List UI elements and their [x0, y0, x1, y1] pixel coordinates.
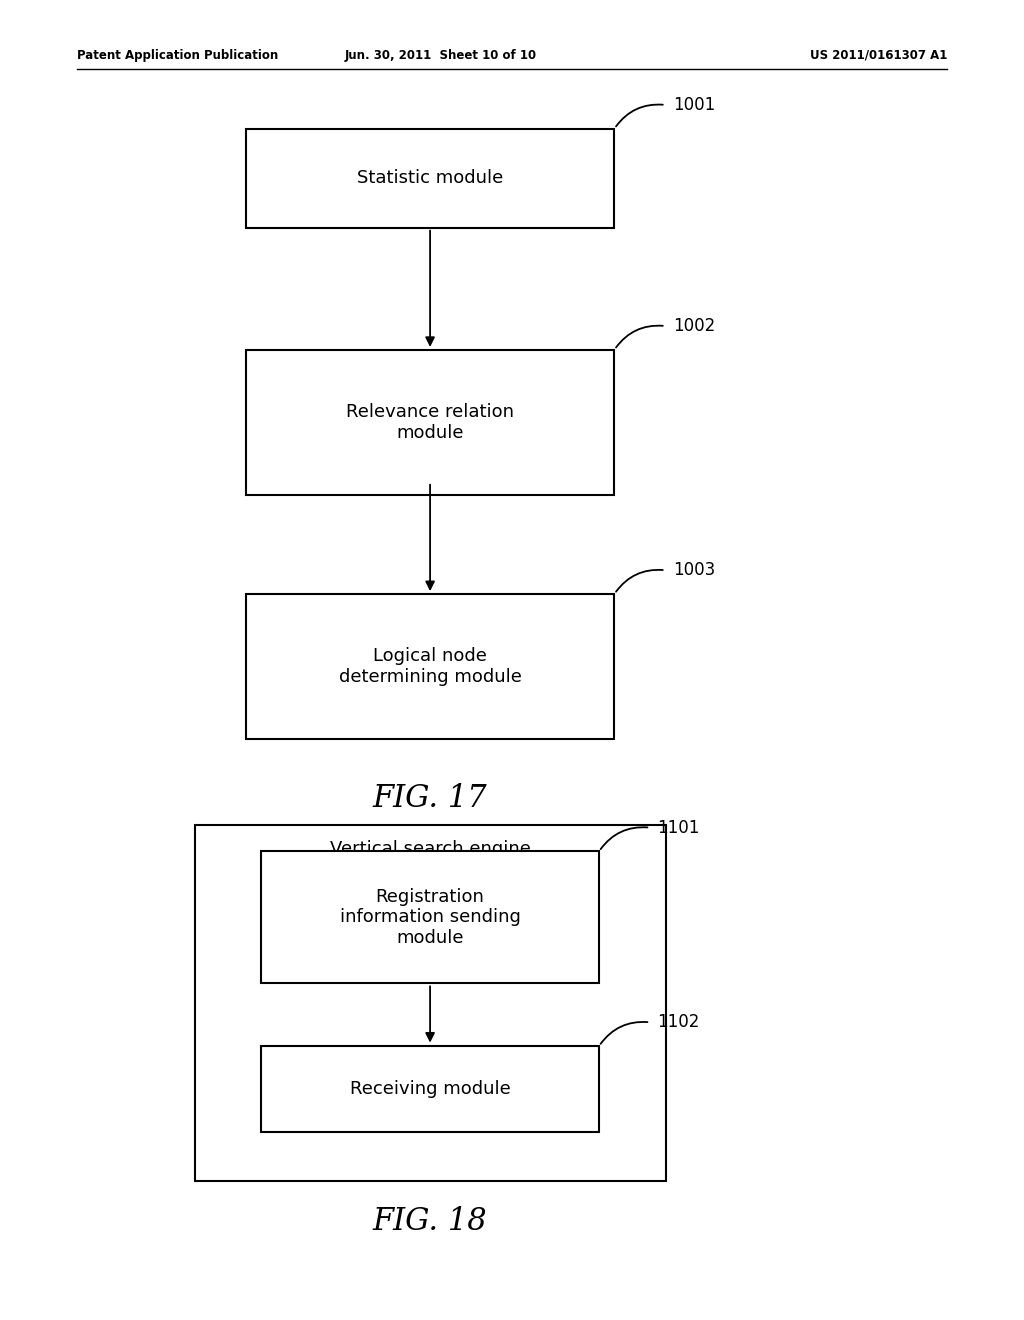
Text: Registration
information sending
module: Registration information sending module	[340, 887, 520, 948]
Text: Logical node
determining module: Logical node determining module	[339, 647, 521, 686]
Text: Jun. 30, 2011  Sheet 10 of 10: Jun. 30, 2011 Sheet 10 of 10	[344, 49, 537, 62]
Text: US 2011/0161307 A1: US 2011/0161307 A1	[810, 49, 947, 62]
FancyArrowPatch shape	[616, 326, 663, 347]
FancyArrowPatch shape	[616, 104, 663, 127]
FancyArrowPatch shape	[616, 570, 663, 591]
Text: 1101: 1101	[657, 818, 699, 837]
Text: 1002: 1002	[673, 317, 715, 335]
Text: 1102: 1102	[657, 1014, 699, 1031]
Bar	[246, 129, 614, 227]
FancyArrowPatch shape	[601, 828, 647, 849]
Bar	[246, 594, 614, 739]
Bar	[261, 851, 599, 983]
Text: Receiving module: Receiving module	[350, 1080, 510, 1098]
Text: Vertical search engine: Vertical search engine	[330, 840, 530, 858]
Text: Patent Application Publication: Patent Application Publication	[77, 49, 279, 62]
Text: FIG. 17: FIG. 17	[373, 783, 487, 814]
Text: 1001: 1001	[673, 96, 715, 114]
Text: 1003: 1003	[673, 561, 715, 579]
Text: Statistic module: Statistic module	[357, 169, 503, 187]
Bar	[246, 350, 614, 495]
Text: Relevance relation
module: Relevance relation module	[346, 403, 514, 442]
Bar	[261, 1045, 599, 1133]
FancyArrowPatch shape	[601, 1022, 647, 1044]
Text: FIG. 18: FIG. 18	[373, 1205, 487, 1237]
Bar	[195, 825, 666, 1181]
